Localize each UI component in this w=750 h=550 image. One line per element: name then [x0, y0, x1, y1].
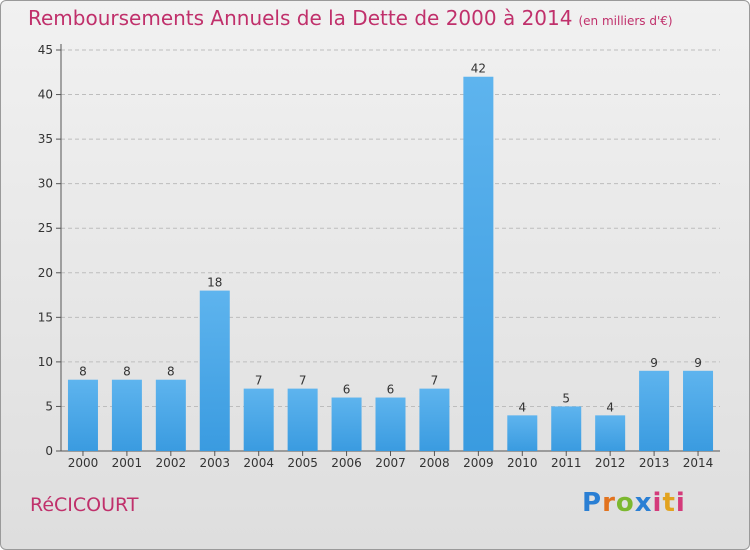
x-tick-label: 2002: [156, 456, 187, 470]
bar: [111, 379, 142, 451]
y-tick-label: 45: [38, 43, 53, 57]
x-tick-label: 2000: [68, 456, 99, 470]
x-tick-label: 2009: [463, 456, 494, 470]
x-tick-label: 2008: [419, 456, 450, 470]
bar: [155, 379, 186, 451]
data-label: 9: [650, 356, 658, 370]
data-label: 6: [387, 383, 395, 397]
y-tick-label: 10: [38, 355, 53, 369]
bar: [683, 370, 714, 451]
bar: [419, 388, 450, 451]
bar: [67, 379, 98, 451]
bar: [463, 76, 494, 451]
data-label: 4: [606, 400, 614, 414]
x-tick-label: 2012: [595, 456, 626, 470]
bar: [287, 388, 318, 451]
bar: [331, 397, 362, 451]
data-label: 42: [471, 62, 486, 76]
data-label: 7: [255, 374, 263, 388]
commune-name: RéCICOURT: [30, 494, 139, 516]
y-tick-label: 20: [38, 266, 53, 280]
bar: [551, 406, 582, 451]
data-label: 4: [518, 400, 526, 414]
y-tick-label: 15: [38, 310, 53, 324]
y-tick-label: 25: [38, 221, 53, 235]
bar: [199, 290, 230, 451]
bar: [639, 370, 670, 451]
y-tick-label: 0: [45, 444, 53, 458]
bar: [595, 415, 626, 451]
data-label: 6: [343, 383, 351, 397]
x-tick-label: 2006: [331, 456, 362, 470]
x-tick-label: 2004: [243, 456, 274, 470]
data-label: 8: [167, 365, 175, 379]
data-label: 9: [694, 356, 702, 370]
bar: [243, 388, 274, 451]
chart-title-text: Remboursements Annuels de la Dette de 20…: [28, 6, 573, 30]
x-tick-label: 2005: [287, 456, 318, 470]
data-label: 5: [562, 391, 570, 405]
data-label: 7: [299, 374, 307, 388]
y-tick-label: 5: [45, 399, 53, 413]
data-label: 8: [123, 365, 131, 379]
chart-title: Remboursements Annuels de la Dette de 20…: [28, 6, 673, 30]
x-tick-label: 2007: [375, 456, 406, 470]
x-tick-label: 2001: [112, 456, 143, 470]
x-tick-label: 2014: [683, 456, 714, 470]
y-tick-label: 40: [38, 88, 53, 102]
data-label: 8: [79, 365, 87, 379]
data-label: 18: [207, 276, 222, 290]
data-label: 7: [431, 374, 439, 388]
y-tick-label: 35: [38, 132, 53, 146]
chart-subtitle: (en milliers d'€): [578, 14, 673, 28]
bar: [375, 397, 406, 451]
x-tick-label: 2003: [199, 456, 230, 470]
proxiti-logo: Proxiti: [582, 488, 686, 518]
y-tick-label: 30: [38, 177, 53, 191]
x-tick-label: 2011: [551, 456, 582, 470]
x-tick-label: 2013: [639, 456, 670, 470]
bar: [507, 415, 538, 451]
x-tick-label: 2010: [507, 456, 538, 470]
